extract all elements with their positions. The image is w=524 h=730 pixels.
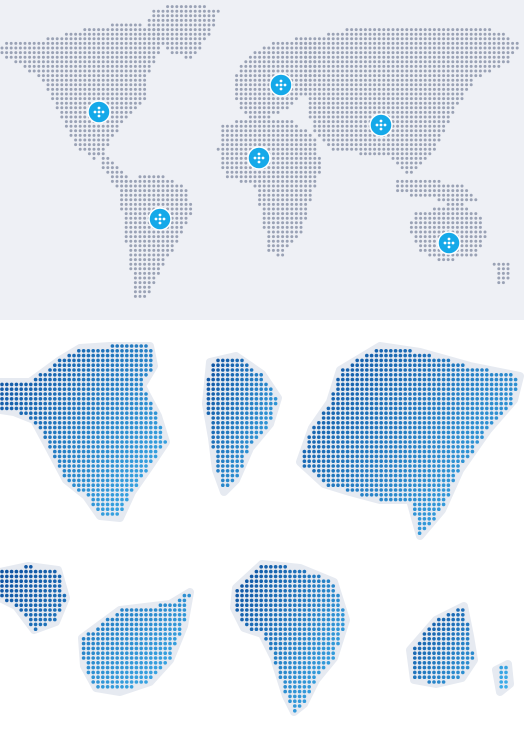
indonesia-dots (396, 179, 478, 206)
south-america-dots (206, 358, 278, 487)
world-dot-map (0, 0, 524, 320)
asia-dots (299, 28, 519, 174)
dots-icon (375, 119, 387, 131)
continent-australia (406, 602, 514, 696)
dots-icon (93, 106, 105, 118)
greenland-dots (147, 5, 220, 59)
europe-dots (0, 565, 191, 689)
africa-dots (235, 565, 345, 713)
continents-svg (0, 342, 524, 716)
asia-dots (302, 349, 518, 535)
continent-europe (0, 562, 194, 696)
location-marker-australia[interactable] (437, 231, 461, 255)
continent-south-america (202, 352, 282, 496)
continent-asia (296, 342, 524, 540)
dots-icon (275, 79, 287, 91)
north-america-dots (0, 23, 160, 160)
continent-north-america (0, 342, 170, 522)
location-marker-south-america[interactable] (148, 207, 172, 231)
dots-icon (443, 237, 455, 249)
location-marker-north-america[interactable] (87, 100, 111, 124)
world-map-svg (0, 5, 519, 298)
location-marker-africa[interactable] (247, 146, 271, 170)
north-america-dots (0, 344, 167, 516)
location-marker-asia[interactable] (369, 113, 393, 137)
south-america-dots (120, 175, 193, 298)
australia-dots (413, 608, 508, 689)
dots-icon (154, 213, 166, 225)
dots-icon (253, 152, 265, 164)
continents-grid (0, 320, 524, 730)
new-zealand-dots (492, 262, 510, 285)
location-marker-europe[interactable] (269, 73, 293, 97)
africa-dots (216, 120, 321, 257)
continent-africa (230, 560, 350, 716)
